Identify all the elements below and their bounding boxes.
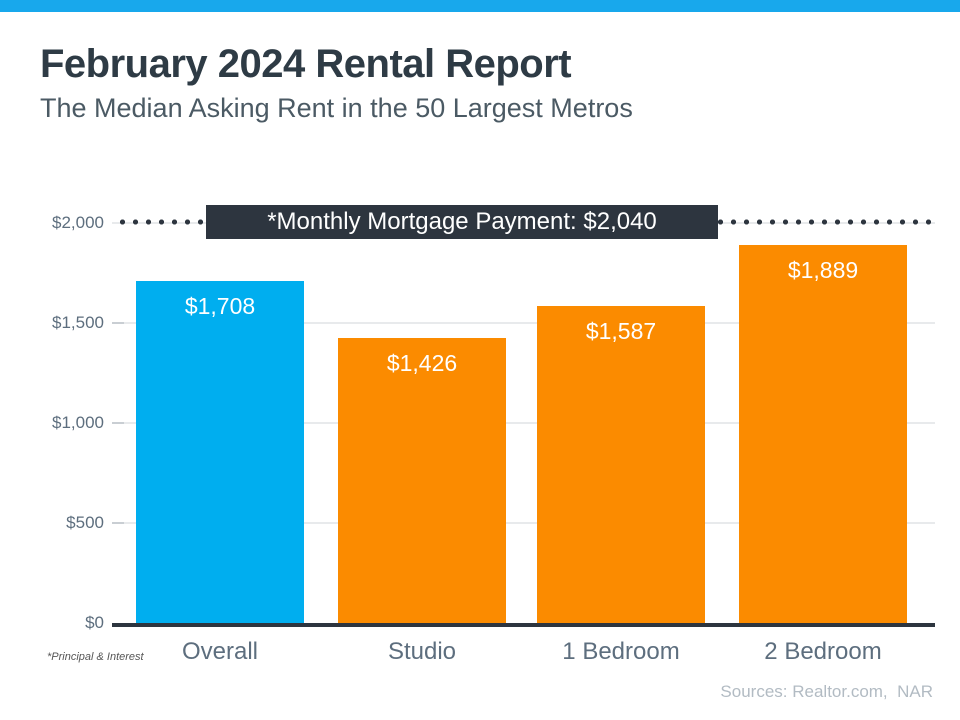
category-label-overall: Overall: [181, 638, 259, 665]
category-label-2-bedroom: 2 Bedroom: [764, 638, 882, 665]
bar-overall: $1,708: [136, 281, 304, 623]
bar-1-bedroom: $1,587: [537, 305, 705, 623]
y-axis-label: $1,000: [52, 413, 104, 432]
bar-value-label: $1,708: [184, 293, 256, 320]
footnote: *Principal & Interest: [47, 651, 144, 663]
top-accent-bar: [0, 0, 960, 12]
page-subtitle: The Median Asking Rent in the 50 Largest…: [40, 93, 633, 123]
mortgage-label: *Monthly Mortgage Payment: $2,040: [267, 208, 657, 235]
category-label-studio: Studio: [387, 638, 457, 665]
bar-value-label: $1,426: [386, 349, 458, 376]
y-axis-label: $1,500: [52, 313, 104, 332]
sources: Sources: Realtor.com, NAR: [720, 682, 933, 701]
bar-value-label: $1,889: [787, 257, 859, 284]
y-axis-tick: [112, 422, 124, 424]
category-label-1-bedroom: 1 Bedroom: [562, 638, 680, 665]
y-axis-tick: [112, 522, 124, 524]
mortgage-label-box: *Monthly Mortgage Payment: $2,040: [206, 205, 718, 239]
bar-studio: $1,426: [338, 337, 506, 623]
y-axis-label: $0: [85, 613, 104, 632]
y-axis-label: $2,000: [52, 213, 104, 232]
x-axis-line: [112, 623, 935, 627]
bar-value-label: $1,587: [585, 317, 657, 344]
gridline: [112, 522, 935, 524]
bar-2-bedroom: $1,889: [739, 245, 907, 623]
y-axis-label: $500: [66, 513, 104, 532]
gridline: [112, 422, 935, 424]
page-title: February 2024 Rental Report: [40, 42, 572, 86]
gridline: [112, 322, 935, 324]
y-axis-tick: [112, 322, 124, 324]
